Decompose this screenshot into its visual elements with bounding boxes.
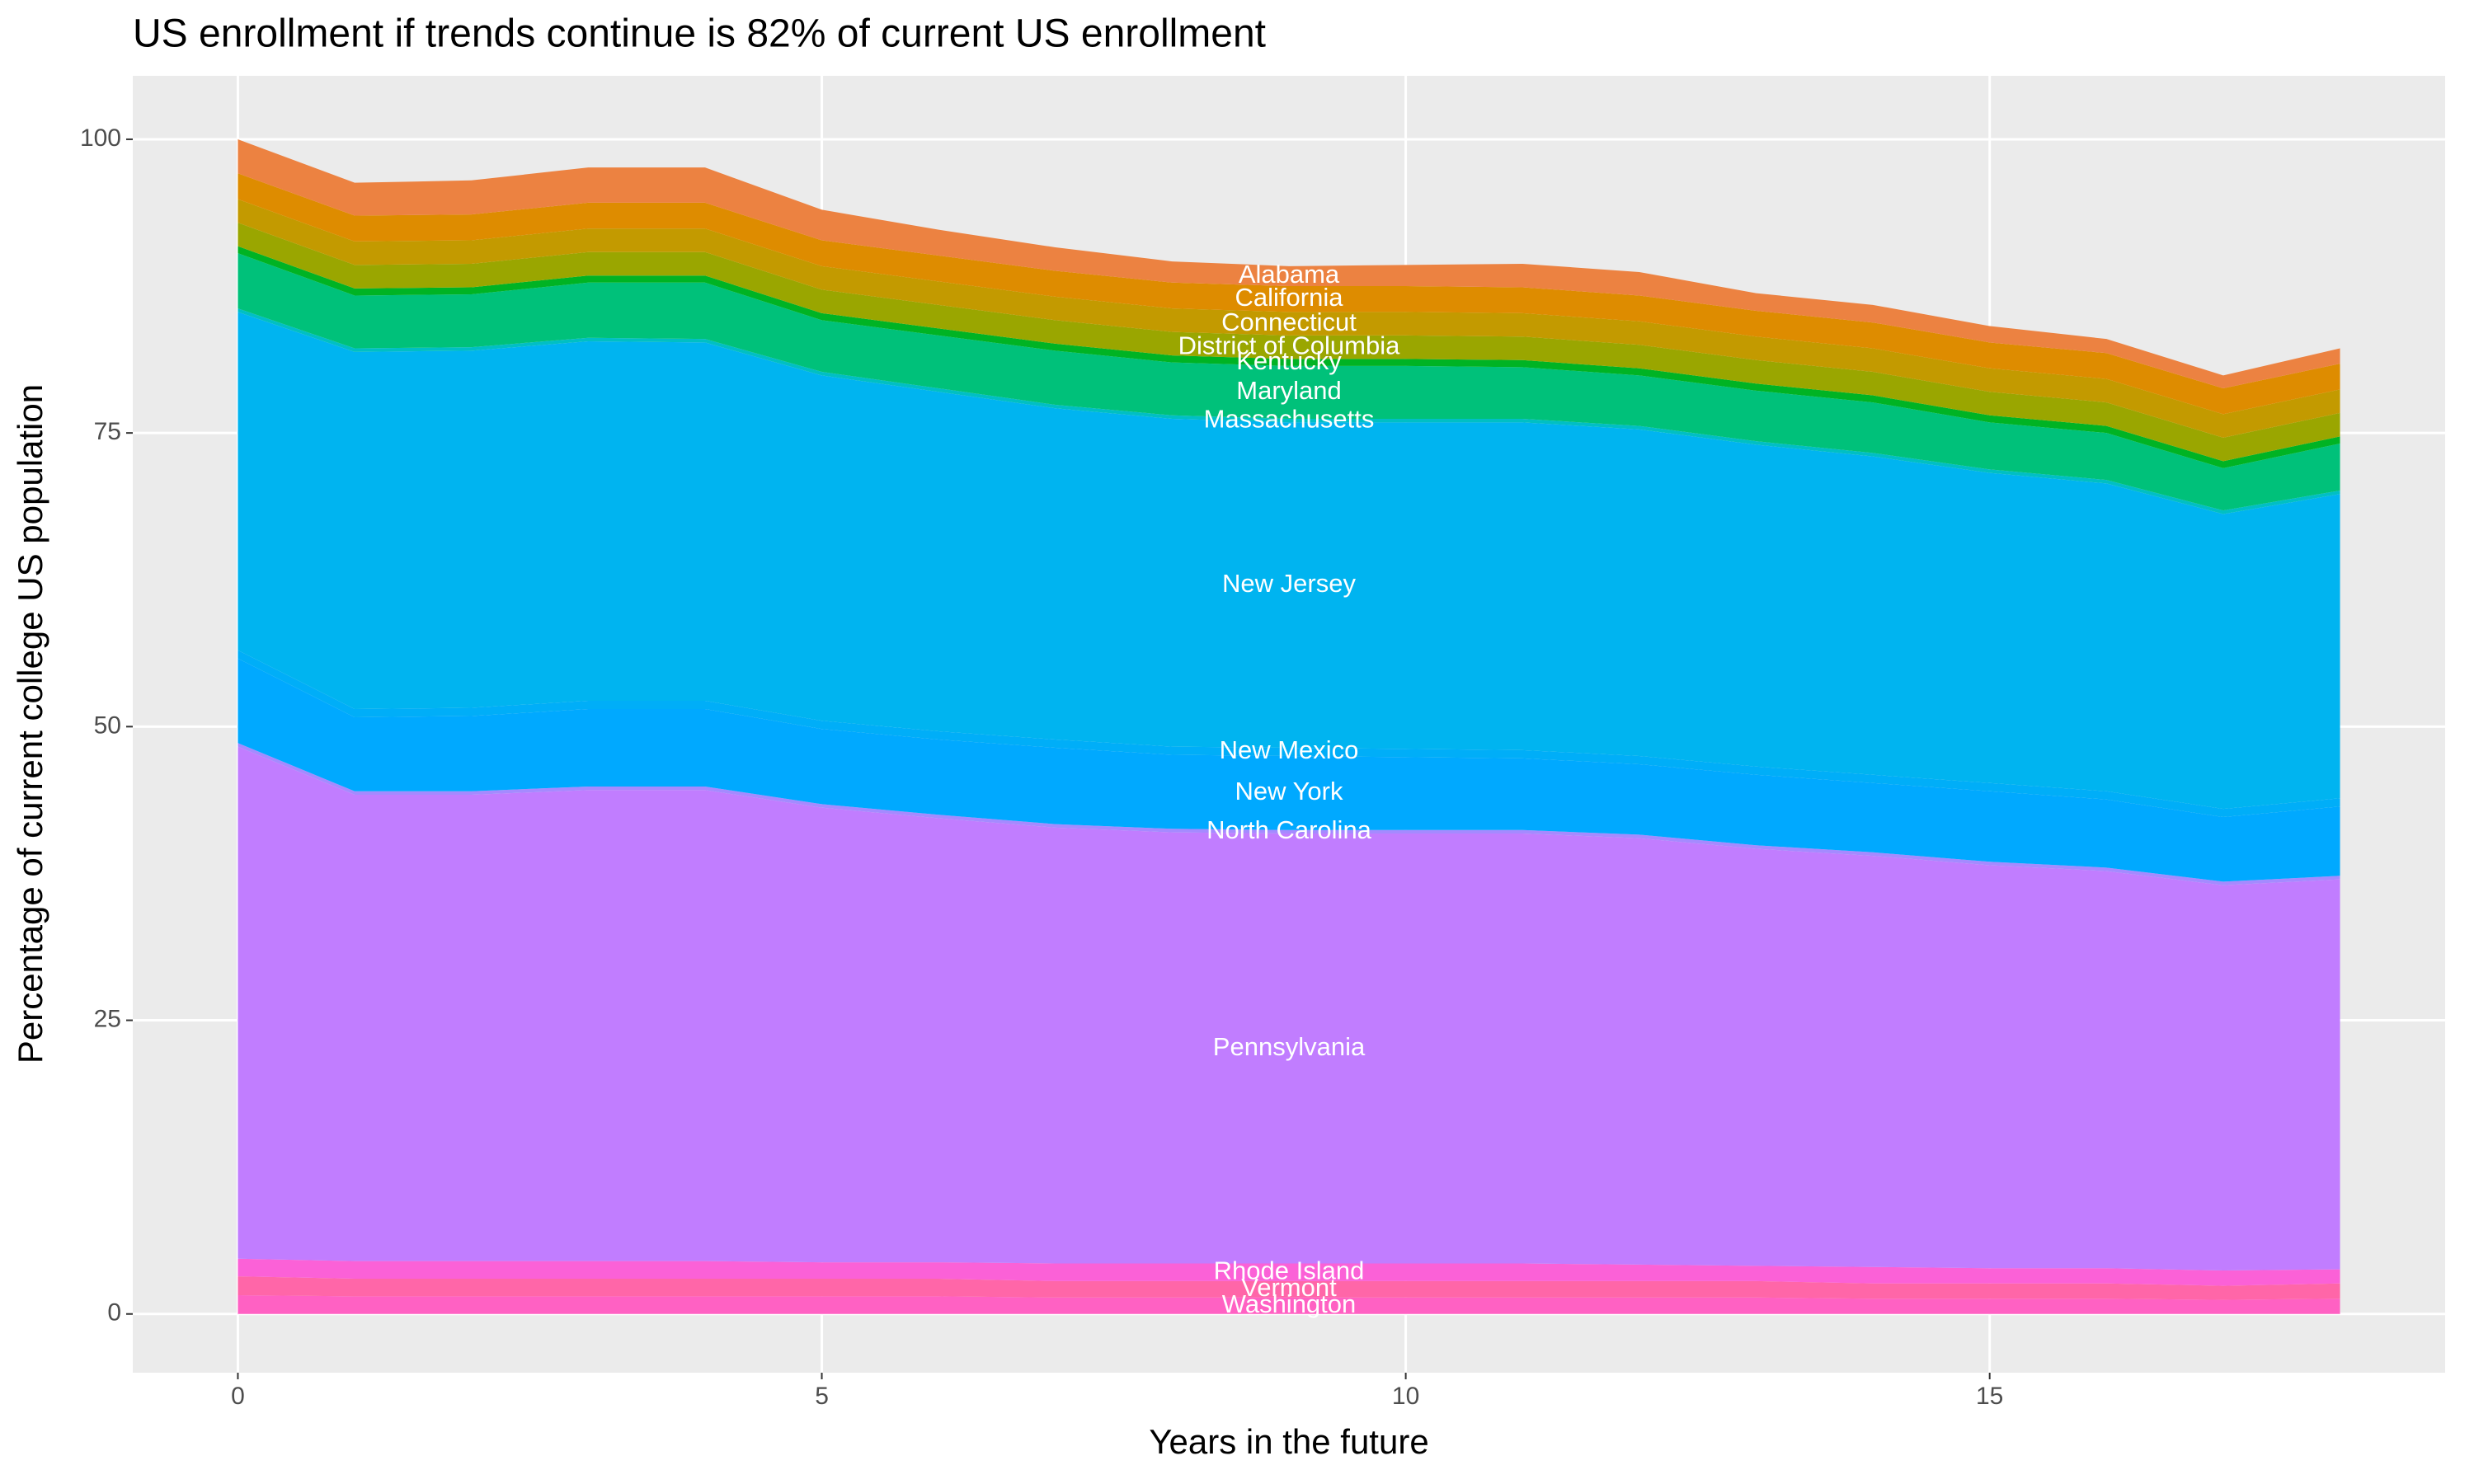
y-tick-label: 0 — [107, 1299, 121, 1327]
area — [238, 746, 2340, 1271]
area-label: Massachusetts — [1204, 404, 1375, 433]
x-tick-label: 15 — [1976, 1383, 2003, 1410]
area-label: California — [1235, 283, 1344, 312]
area-label: Maryland — [1236, 376, 1342, 405]
area-label: New Mexico — [1220, 735, 1359, 764]
area — [238, 1258, 2340, 1286]
y-tick-label: 25 — [94, 1005, 121, 1032]
area — [238, 1294, 2340, 1314]
area-label: North Carolina — [1206, 815, 1372, 844]
area-label: Washington — [1222, 1289, 1357, 1318]
area-label: Connecticut — [1221, 308, 1357, 336]
y-tick-label: 75 — [94, 418, 121, 445]
area — [238, 650, 2340, 818]
area — [238, 658, 2340, 882]
area — [238, 223, 2340, 462]
area — [238, 199, 2340, 438]
area-label: Kentucky — [1236, 346, 1342, 375]
area-label: New Jersey — [1222, 569, 1356, 598]
y-axis-title: Percentage of current college US populat… — [11, 384, 49, 1064]
x-tick-label: 0 — [231, 1383, 245, 1410]
x-tick-label: 5 — [815, 1383, 829, 1410]
area-label: New York — [1235, 777, 1343, 805]
chart-title: US enrollment if trends continue is 82% … — [133, 12, 1266, 56]
x-axis-title: Years in the future — [1149, 1422, 1428, 1461]
x-tick-label: 10 — [1392, 1383, 1419, 1410]
y-tick-label: 50 — [94, 711, 121, 739]
area-label: Vermont — [1241, 1273, 1337, 1302]
area — [238, 173, 2340, 415]
y-tick-label: 100 — [80, 124, 121, 152]
area-label: Pennsylvania — [1213, 1032, 1366, 1061]
area — [238, 253, 2340, 511]
area-label: District of Columbia — [1178, 331, 1400, 359]
area — [238, 743, 2340, 885]
area-label: Alabama — [1239, 260, 1340, 289]
area — [238, 139, 2340, 389]
area-label: Rhode Island — [1214, 1256, 1365, 1284]
area — [238, 312, 2340, 810]
